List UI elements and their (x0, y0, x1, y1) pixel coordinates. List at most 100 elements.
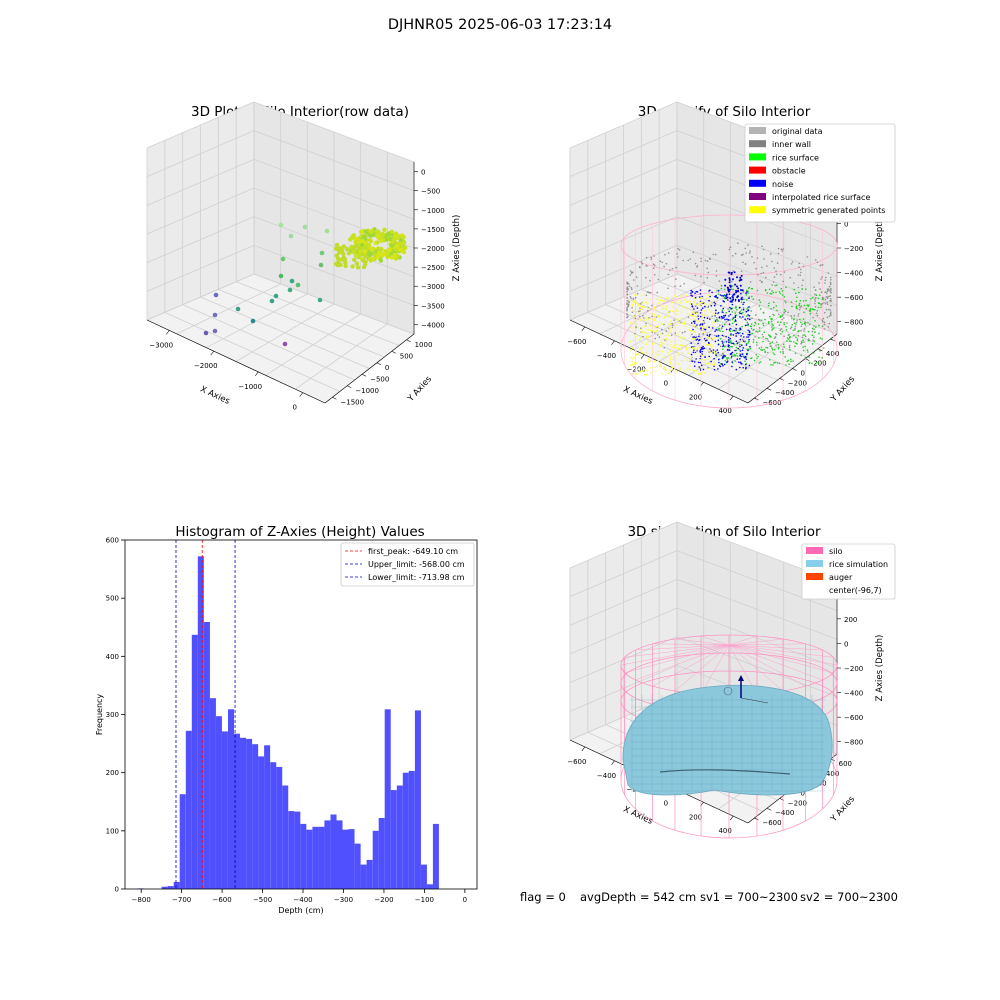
noise-point (745, 366, 747, 369)
noise-point (694, 292, 696, 295)
noise-point (698, 339, 700, 342)
rice-surface-point (768, 288, 771, 291)
noise-point (703, 316, 706, 319)
rice-surface-point (716, 290, 718, 292)
rice-surface-point (784, 300, 786, 302)
rice-surface-point (735, 306, 737, 309)
rice-surface-point (731, 345, 733, 348)
rice-surface-point (781, 330, 784, 333)
rice-surface-point (807, 322, 809, 324)
noise-point (733, 329, 735, 332)
rice-surface-point (789, 349, 791, 351)
rice-surface-point (806, 304, 808, 306)
noise-point (714, 303, 717, 305)
inner-wall-point (732, 270, 734, 272)
rice-surface-point (781, 294, 784, 296)
raw-data-point (278, 222, 284, 228)
inner-wall-point (677, 247, 679, 250)
raw-data-point (324, 228, 330, 234)
noise-point (695, 336, 697, 339)
symmetric-point (668, 369, 671, 372)
inner-wall-point (742, 253, 744, 256)
noise-point (741, 344, 743, 347)
rice-surface-point (744, 360, 746, 363)
inner-wall-point (675, 266, 677, 269)
inner-wall-point (715, 253, 717, 256)
rice-surface-point (813, 336, 815, 339)
noise-point (741, 353, 744, 355)
inner-wall-point (693, 345, 696, 348)
inner-wall-point (740, 254, 743, 256)
inner-wall-point (663, 323, 665, 326)
floor-gridline (253, 273, 415, 335)
inner-wall-point (824, 311, 826, 314)
noise-point (730, 355, 733, 358)
rice-surface-point (750, 287, 753, 290)
inner-wall-point (789, 276, 792, 279)
surface-point (354, 261, 360, 266)
noise-point (747, 349, 749, 352)
noise-point (728, 293, 731, 296)
symmetric-point (642, 346, 645, 349)
inner-wall-point (650, 256, 652, 259)
noise-point (729, 306, 731, 309)
left-gridline (146, 101, 255, 149)
rice-surface-point (747, 290, 749, 293)
inner-wall-point (761, 245, 763, 248)
inner-wall-point (830, 283, 832, 285)
inner-wall-point (661, 328, 663, 331)
rice-surface-point (775, 333, 777, 335)
noise-point (747, 333, 749, 336)
noise-point (703, 338, 706, 340)
raw-data-point (317, 297, 323, 303)
noise-point (739, 358, 741, 360)
surface-point (341, 251, 346, 257)
rice-surface-point (791, 305, 793, 308)
x-tick-label: −600 (567, 338, 586, 346)
rice-surface-point (795, 306, 797, 309)
rice-surface-point (807, 351, 809, 353)
rice-surface-point (800, 354, 802, 357)
symmetric-point (693, 297, 696, 300)
inner-wall-point (813, 286, 815, 288)
inner-wall-point (798, 266, 800, 269)
inner-wall-point (638, 315, 641, 318)
noise-point (737, 347, 739, 350)
noise-point (699, 351, 702, 354)
y-tick (766, 387, 772, 391)
rice-surface-point (784, 356, 786, 358)
rice-surface-point (814, 320, 816, 322)
histogram-bar (426, 884, 433, 889)
rice-surface-point (766, 346, 769, 349)
noise-point (735, 332, 737, 335)
rice-surface-point (814, 331, 816, 334)
rice-surface-point (765, 289, 767, 291)
inner-wall-point (653, 274, 656, 276)
noise-point (739, 361, 742, 364)
inner-wall-point (824, 302, 827, 305)
noise-point (738, 306, 741, 309)
surface-point (334, 242, 340, 248)
rice-surface-point (742, 291, 745, 293)
inner-wall-point (778, 313, 780, 316)
noise-point (734, 315, 737, 317)
inner-wall-point (646, 291, 649, 293)
x-tick-label: −500 (253, 896, 272, 904)
inner-wall-point (793, 314, 796, 317)
inner-wall-point (672, 324, 674, 327)
rice-surface-point (816, 362, 818, 364)
rice-surface-point (755, 314, 757, 316)
y-tick-label: 600 (106, 537, 119, 545)
rice-surface-point (736, 309, 738, 311)
z-tick-label: 0 (844, 220, 848, 228)
inner-wall-point (738, 341, 740, 344)
inner-wall-point (787, 311, 789, 314)
surface-point (398, 238, 404, 243)
raw-data-point (289, 278, 295, 284)
inner-wall-point (635, 276, 638, 279)
floor-pane (147, 274, 414, 403)
surface-point (360, 252, 365, 257)
inner-wall-point (646, 265, 648, 267)
inner-wall-point (804, 324, 807, 326)
